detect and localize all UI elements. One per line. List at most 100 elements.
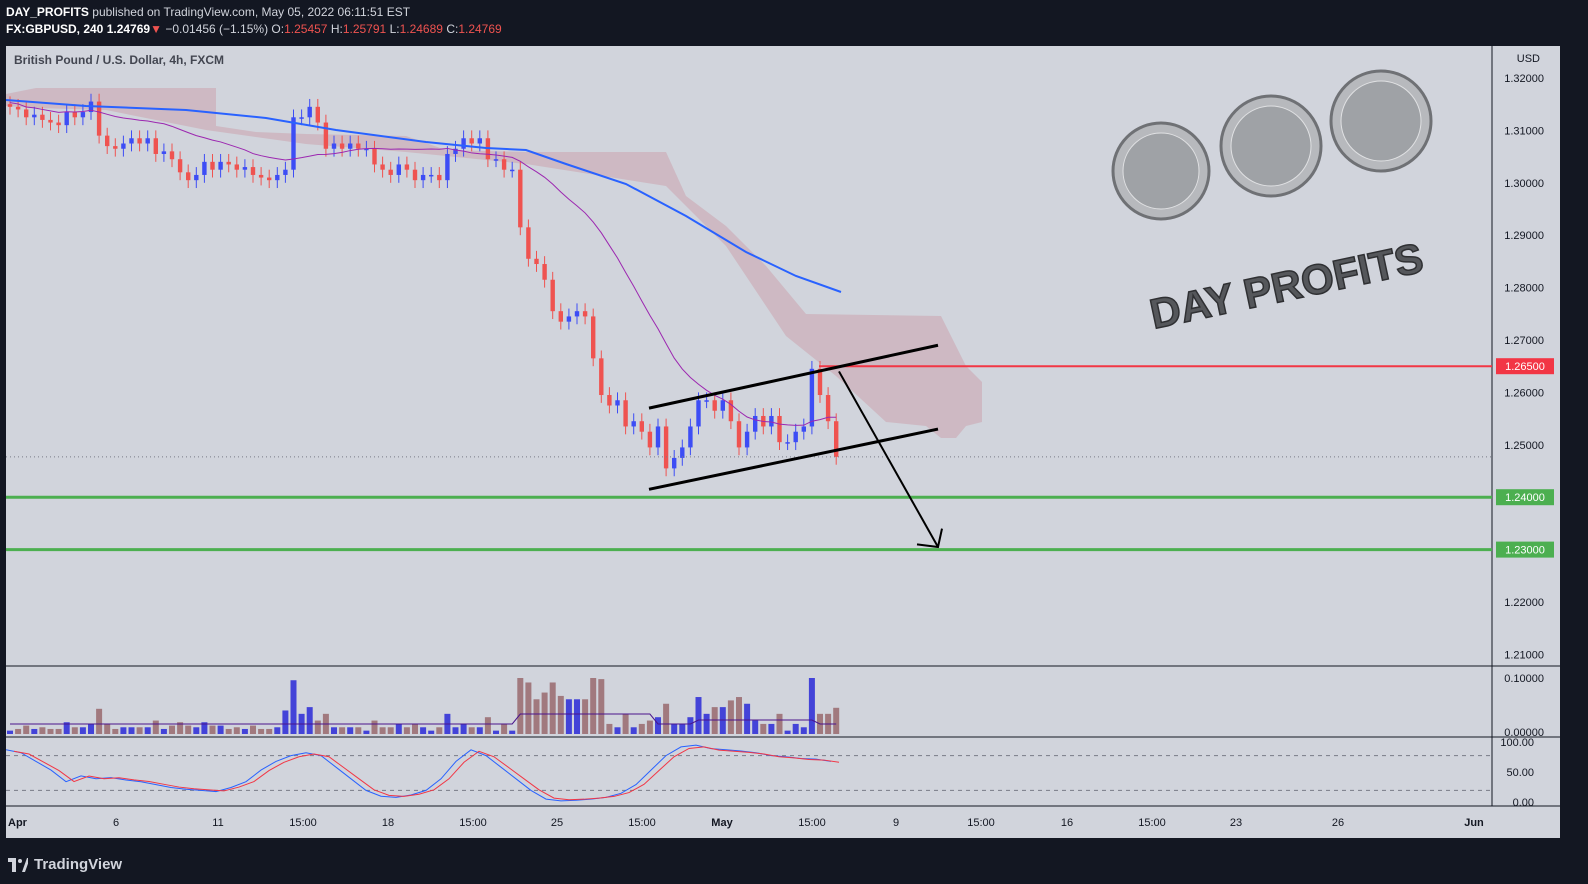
stoch-d-line xyxy=(13,746,840,801)
candle-body xyxy=(145,138,150,144)
volume-bar xyxy=(703,713,710,734)
candle-body xyxy=(696,400,701,427)
volume-bar xyxy=(598,679,605,734)
volume-bar xyxy=(768,723,775,734)
price-chart[interactable]: 1.32000 1.31000 1.30000 1.29000 1.28000 1.270… xyxy=(6,46,1560,838)
volume-bar xyxy=(614,727,621,734)
time-tick-label: Jun xyxy=(1464,817,1484,829)
volume-bar xyxy=(47,728,54,734)
time-tick-label: 25 xyxy=(551,817,563,829)
footer-brand-text: TradingView xyxy=(34,856,123,873)
candle-body xyxy=(72,112,77,118)
candle-body xyxy=(769,415,774,427)
candle-body xyxy=(777,415,782,443)
volume-bar xyxy=(193,727,200,734)
candle-body xyxy=(48,119,53,123)
chart-legend-title: British Pound / U.S. Dollar, 4h, FXCM xyxy=(14,53,224,67)
candle-body xyxy=(582,311,588,317)
volume-bar xyxy=(630,727,637,734)
candle-body xyxy=(161,151,167,154)
volume-bar xyxy=(565,699,572,734)
volume-bar xyxy=(606,723,613,734)
candle-body xyxy=(323,122,329,149)
stochastic-axis-label: 50.00 xyxy=(1506,767,1534,779)
volume-bar xyxy=(484,717,491,734)
volume-bar xyxy=(250,725,256,734)
volume-bar xyxy=(39,727,46,734)
volume-bar xyxy=(687,717,694,734)
volume-bar xyxy=(638,723,645,734)
candle-body xyxy=(599,358,604,396)
volume-bar xyxy=(217,725,224,734)
volume-ma-line xyxy=(10,713,837,725)
candle-body xyxy=(453,148,458,154)
volume-bar xyxy=(776,713,783,734)
volume-bar xyxy=(290,680,297,734)
price-tick-label: 1.25000 xyxy=(1504,440,1544,452)
chart-frame[interactable]: 1.32000 1.31000 1.30000 1.29000 1.28000 1.270… xyxy=(6,46,1560,838)
volume-bar xyxy=(541,692,548,734)
candle-body xyxy=(40,114,45,120)
candle-body xyxy=(7,104,13,107)
candle-body xyxy=(493,159,499,161)
last-price: 1.24769 xyxy=(106,22,151,36)
stoch-k-line xyxy=(6,744,832,802)
volume-bar xyxy=(79,727,86,734)
candle-body xyxy=(574,311,580,317)
volume-bar xyxy=(387,727,394,734)
publish-line: DAY_PROFITS published on TradingView.com… xyxy=(6,5,410,19)
time-tick-label: 18 xyxy=(382,817,394,829)
symbol-label: FX:GBPUSD, 240 xyxy=(6,22,104,36)
volume-bar xyxy=(258,728,265,734)
candle-body xyxy=(169,151,175,160)
candle-body xyxy=(186,172,191,181)
candle-body xyxy=(412,169,418,181)
candle-body xyxy=(785,442,790,444)
volume-bar xyxy=(209,725,216,734)
ma-slow-line xyxy=(6,99,842,293)
support-level-2-tag xyxy=(1496,541,1554,558)
candle-body xyxy=(534,258,539,265)
price-tick-label: 1.26000 xyxy=(1504,387,1544,399)
candle-body xyxy=(250,167,256,175)
silver-coin-icon xyxy=(1122,132,1200,210)
candle-body xyxy=(736,421,742,448)
volume-bar xyxy=(112,728,119,734)
candle-body xyxy=(809,368,815,427)
volume-bar xyxy=(225,728,232,734)
candle-body xyxy=(32,114,37,118)
volume-bar xyxy=(144,727,151,734)
volume-bar xyxy=(306,707,313,734)
candle-body xyxy=(202,161,207,175)
volume-bar xyxy=(152,720,159,734)
volume-bar xyxy=(347,727,354,734)
volume-bar xyxy=(557,695,564,734)
tradingview-brand: TradingView xyxy=(8,856,122,873)
price-tick-label: 1.22000 xyxy=(1504,597,1544,609)
volume-bar xyxy=(128,727,135,734)
candle-body xyxy=(129,138,134,144)
volume-bar xyxy=(533,699,540,734)
time-tick-label: 15:00 xyxy=(798,817,826,829)
volume-bar xyxy=(727,700,734,734)
time-tick-label: 26 xyxy=(1332,817,1344,829)
volume-bar xyxy=(452,727,459,734)
candle-body xyxy=(267,177,272,181)
price-tick-label: 1.28000 xyxy=(1504,283,1544,295)
volume-bar xyxy=(233,727,240,734)
stochastic-axis-label: 100.00 xyxy=(1500,737,1534,749)
volume-bar xyxy=(792,723,799,734)
candle-body xyxy=(372,148,377,165)
volume-bar xyxy=(436,727,443,734)
volume-bar xyxy=(96,708,103,734)
volume-bar xyxy=(136,727,143,734)
candle-body xyxy=(801,426,806,432)
candle-body xyxy=(194,174,199,181)
candle-body xyxy=(429,174,434,177)
candle-body xyxy=(275,174,280,181)
candle-body xyxy=(542,264,547,280)
high-label: H: xyxy=(330,22,343,36)
open-label: O: xyxy=(271,22,285,36)
candle-body xyxy=(663,426,669,469)
time-tick-label: 15:00 xyxy=(967,817,995,829)
